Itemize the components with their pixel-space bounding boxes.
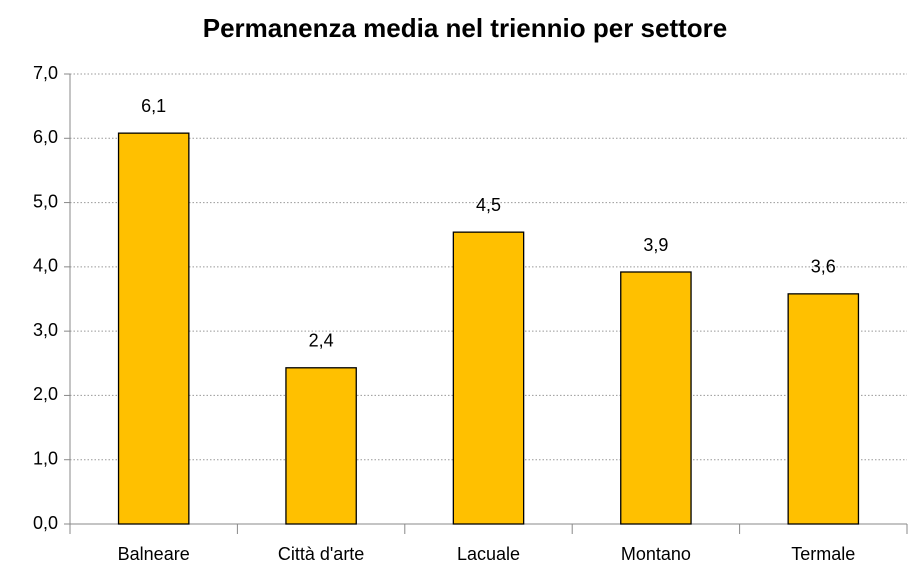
y-tick-label: 5,0	[33, 191, 58, 211]
y-tick-label: 1,0	[33, 448, 58, 468]
y-tick-label: 2,0	[33, 384, 58, 404]
data-label: 3,6	[811, 257, 836, 277]
bar	[117, 132, 190, 525]
y-tick-label: 7,0	[33, 63, 58, 83]
y-tick-label: 3,0	[33, 320, 58, 340]
data-label: 4,5	[476, 195, 501, 215]
chart-title: Permanenza media nel triennio per settor…	[203, 13, 728, 43]
y-tick-label: 6,0	[33, 127, 58, 147]
bar	[787, 293, 860, 525]
y-tick-label: 0,0	[33, 513, 58, 533]
x-tick-label: Città d'arte	[278, 544, 364, 564]
x-tick-label: Montano	[621, 544, 691, 564]
x-tick-label: Balneare	[118, 544, 190, 564]
data-label: 2,4	[309, 331, 334, 351]
x-tick-label: Termale	[791, 544, 855, 564]
bar	[620, 271, 692, 525]
bar	[285, 367, 357, 525]
x-tick-label: Lacuale	[457, 544, 520, 564]
data-label: 6,1	[141, 96, 166, 116]
data-label: 3,9	[643, 235, 668, 255]
bar	[452, 231, 525, 525]
y-tick-label: 4,0	[33, 256, 58, 276]
